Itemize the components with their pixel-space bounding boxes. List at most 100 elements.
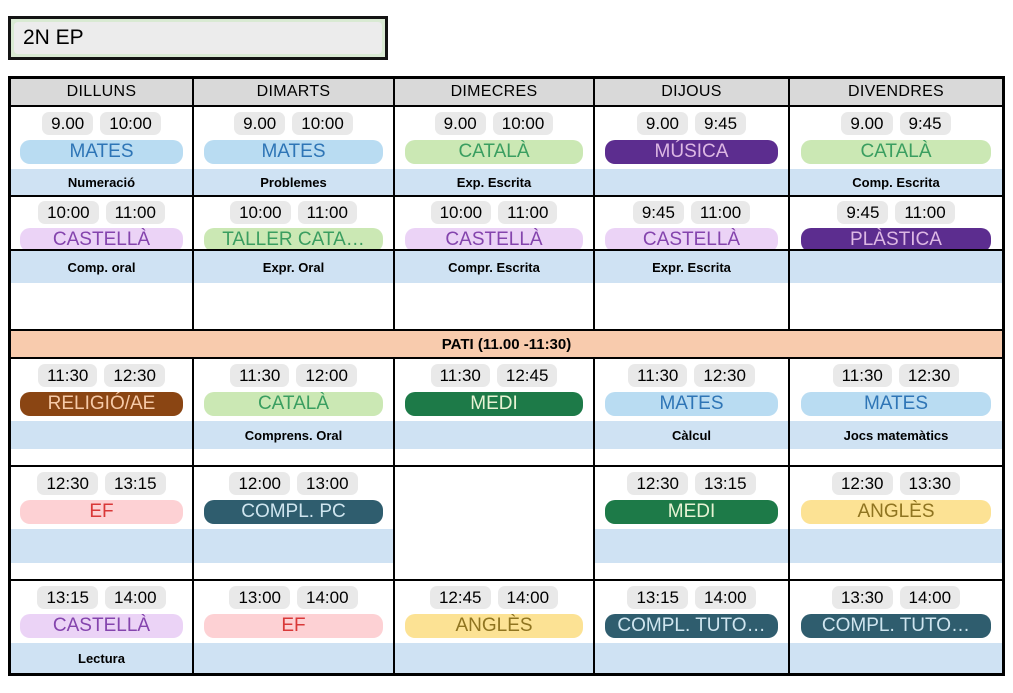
end-time-chip[interactable]: 12:00 [296,364,357,387]
start-time-chip[interactable]: 12:00 [229,472,290,495]
start-time-chip[interactable]: 13:15 [37,586,98,609]
start-time-chip[interactable]: 12:30 [627,472,688,495]
end-time-chip[interactable]: 12:45 [496,364,558,387]
end-time-chip[interactable]: 12:30 [694,364,755,387]
start-time-chip[interactable]: 12:45 [429,586,491,609]
time-range: 11:30 12:30 [595,364,788,387]
end-time-chip[interactable]: 13:00 [297,472,358,495]
time-range: 13:00 14:00 [194,586,393,609]
class-name-box[interactable]: 2N EP [8,16,388,60]
subject-chip[interactable]: MATES [800,392,992,416]
end-time-chip[interactable]: 12:30 [898,364,960,387]
day-header: DIMARTS [194,79,393,105]
start-time-chip[interactable]: 10:00 [430,201,492,224]
subject-chip[interactable]: CASTELLÀ [20,228,183,249]
end-time-chip[interactable]: 12:30 [104,364,165,387]
note-band: Compr. Escrita [395,251,593,283]
start-time-chip[interactable]: 11:30 [230,364,290,387]
end-time-chip[interactable]: 10:00 [292,112,353,135]
subject-chip[interactable]: CATALÀ [203,392,384,416]
subject-chip[interactable]: CATALÀ [404,140,584,164]
end-time-chip[interactable]: 14:00 [105,586,166,609]
end-time-chip[interactable]: 14:00 [497,586,559,609]
timetable-cell: 12:30 13:15 EF [11,467,192,579]
start-time-chip[interactable]: 9.00 [841,112,893,135]
subject-chip[interactable]: CASTELLÀ [20,614,183,638]
start-time-chip[interactable]: 9:45 [837,201,889,224]
subject-chip[interactable]: TALLER CATA… [203,228,384,249]
end-time-chip[interactable]: 11:00 [105,201,165,224]
start-time-chip[interactable]: 13:15 [627,586,688,609]
subject-chip[interactable]: CATALÀ [800,140,992,164]
start-time-chip[interactable]: 13:30 [831,586,893,609]
timetable-cell: 12:00 13:00 COMPL. PC [194,467,393,579]
start-time-chip[interactable]: 12:30 [831,472,893,495]
end-time-chip[interactable]: 11:00 [895,201,955,224]
subject-chip[interactable]: CASTELLÀ [604,228,779,249]
subject-chip[interactable]: MEDI [604,500,779,524]
subject-chip[interactable]: ANGLÈS [404,614,584,638]
end-time-chip[interactable]: 13:15 [695,472,756,495]
start-time-chip[interactable]: 11:30 [38,364,98,387]
subject-chip[interactable]: EF [203,614,384,638]
end-time-chip[interactable]: 13:15 [105,472,166,495]
subject-chip[interactable]: MATES [203,140,384,164]
note-band: Jocs matemàtics [790,421,1002,449]
subject-chip[interactable]: MEDI [404,392,584,416]
end-time-chip[interactable]: 13:30 [899,472,961,495]
start-time-chip[interactable]: 12:30 [37,472,98,495]
time-range: 10:00 11:00 [11,201,192,224]
subject-chip[interactable]: CASTELLÀ [404,228,584,249]
start-time-chip[interactable]: 13:00 [229,586,290,609]
start-time-chip[interactable]: 11:30 [832,364,892,387]
start-time-chip[interactable]: 10:00 [38,201,99,224]
subject-chip[interactable]: EF [20,500,183,524]
day-header: DILLUNS [11,79,192,105]
start-time-chip[interactable]: 9.00 [636,112,688,135]
end-time-chip[interactable]: 11:00 [297,201,357,224]
note-band [395,421,593,449]
subject-chip[interactable]: COMPL. PC [203,500,384,524]
end-time-chip[interactable]: 11:00 [498,201,558,224]
time-range: 9.00 10:00 [395,112,593,135]
subject-chip[interactable]: COMPL. TUTO… [604,614,779,638]
subject-chip[interactable]: ANGLÈS [800,500,992,524]
start-time-chip[interactable]: 9:45 [632,201,684,224]
end-time-chip[interactable]: 14:00 [899,586,961,609]
note-band [194,529,393,563]
timetable-cell: 13:30 14:00 COMPL. TUTO… [790,581,1002,673]
start-time-chip[interactable]: 9.00 [234,112,286,135]
end-time-chip[interactable]: 14:00 [695,586,756,609]
start-time-chip[interactable]: 9.00 [434,112,486,135]
end-time-chip[interactable]: 9:45 [899,112,951,135]
subject-chip[interactable]: MATES [20,140,183,164]
note-cell: Compr. Escrita [395,251,593,329]
time-range: 11:30 12:00 [194,364,393,387]
subject-chip[interactable]: COMPL. TUTO… [800,614,992,638]
start-time-chip[interactable]: 10:00 [230,201,291,224]
subject-chip[interactable]: MATES [604,392,779,416]
note-band [395,643,593,673]
start-time-chip[interactable]: 9.00 [42,112,94,135]
note-cell: Expr. Oral [194,251,393,329]
note-band [595,529,788,563]
end-time-chip[interactable]: 11:00 [690,201,751,224]
end-time-chip[interactable]: 14:00 [297,586,358,609]
timetable-cell: 11:30 12:30 MATES Jocs matemàtics [790,359,1002,465]
time-range: 13:30 14:00 [790,586,1002,609]
timetable-cell [395,467,593,579]
time-range: 12:45 14:00 [395,586,593,609]
subject-chip[interactable]: RELIGIÓ/AE [20,392,183,416]
note-band: Problemes [194,169,393,195]
subject-chip[interactable]: MÚSICA [604,140,779,164]
day-header: DIMECRES [395,79,593,105]
note-band: Exp. Escrita [395,169,593,195]
start-time-chip[interactable]: 11:30 [628,364,688,387]
class-name-field[interactable]: 2N EP [14,22,382,54]
time-range: 9:45 11:00 [595,201,788,224]
subject-chip[interactable]: PLÀSTICA [800,228,992,249]
end-time-chip[interactable]: 9:45 [695,112,747,135]
start-time-chip[interactable]: 11:30 [430,364,490,387]
end-time-chip[interactable]: 10:00 [100,112,161,135]
end-time-chip[interactable]: 10:00 [492,112,554,135]
